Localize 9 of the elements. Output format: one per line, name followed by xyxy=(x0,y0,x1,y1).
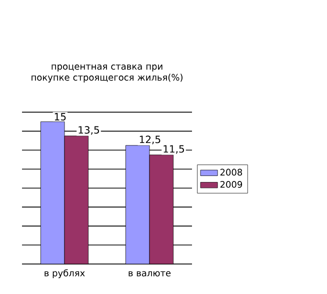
x-tick-label: в рублях xyxy=(44,269,85,278)
chart-title: процентная ставка при покупке строящегося жилья(%) xyxy=(32,64,182,82)
data-label: 11,5 xyxy=(164,145,184,154)
data-label: 12,5 xyxy=(140,136,160,144)
data-label: 15 xyxy=(54,113,66,120)
x-tick-label: в валюте xyxy=(128,271,171,276)
legend-label: 2009 xyxy=(220,180,242,188)
legend-label: 2008 xyxy=(220,168,242,176)
data-label: 13,5 xyxy=(78,126,99,135)
